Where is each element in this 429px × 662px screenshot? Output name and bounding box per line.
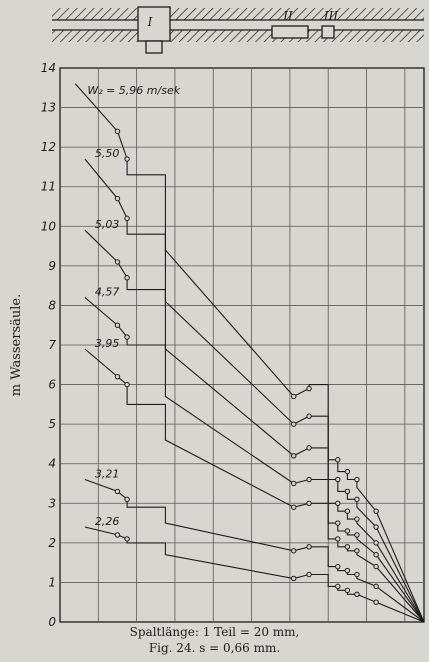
data-point xyxy=(335,583,341,590)
data-point xyxy=(306,500,312,506)
data-point xyxy=(354,496,360,503)
data-point xyxy=(373,583,379,590)
data-point xyxy=(335,563,341,570)
data-point xyxy=(291,480,297,487)
y-tick-label: 7 xyxy=(48,338,56,352)
chamber-one-neck xyxy=(145,40,163,54)
data-point xyxy=(373,524,379,530)
y-tick-label: 9 xyxy=(48,259,56,273)
data-point xyxy=(344,468,351,475)
y-tick-label: 8 xyxy=(48,298,56,312)
y-tick-label: 14 xyxy=(41,61,56,75)
pipe-wall-top xyxy=(52,8,424,20)
data-point xyxy=(124,496,130,503)
data-point xyxy=(291,575,297,582)
y-tick-label: 4 xyxy=(48,457,56,471)
series-line xyxy=(84,297,425,623)
series-label: 3,21 xyxy=(95,468,120,481)
data-point xyxy=(114,322,121,328)
data-point xyxy=(291,548,297,554)
data-point xyxy=(114,128,121,135)
series-label: 2,26 xyxy=(95,515,120,528)
data-point xyxy=(335,476,341,483)
data-point xyxy=(354,476,360,483)
data-point xyxy=(373,599,379,605)
series-line xyxy=(84,526,425,623)
y-tick-label: 12 xyxy=(41,140,56,154)
data-point xyxy=(306,385,312,392)
data-point xyxy=(114,259,121,265)
data-point xyxy=(291,504,297,510)
chamber-one xyxy=(137,6,171,42)
data-point xyxy=(373,508,379,514)
data-point xyxy=(344,508,351,514)
data-point xyxy=(306,476,312,483)
chamber-three xyxy=(321,25,335,39)
series-label: 5,50 xyxy=(95,147,120,160)
caption-line-2: Fig. 24. s = 0,66 mm. xyxy=(148,641,281,655)
data-point xyxy=(373,563,379,570)
data-point xyxy=(306,544,312,550)
series-line xyxy=(84,348,425,623)
data-point xyxy=(335,500,341,506)
data-point xyxy=(124,275,130,281)
data-point xyxy=(344,544,351,550)
data-point xyxy=(124,156,130,162)
y-tick-label: 6 xyxy=(48,378,56,392)
data-point xyxy=(335,520,341,526)
data-point xyxy=(306,413,312,419)
y-axis-label: m Wassersäule. xyxy=(9,294,24,396)
data-point xyxy=(335,536,341,542)
data-point xyxy=(354,516,360,522)
y-tick-label: 11 xyxy=(41,180,56,194)
series-line xyxy=(84,229,425,623)
data-point xyxy=(344,587,351,594)
chamber-label-2: II xyxy=(282,9,293,23)
chamber-label-1: I xyxy=(147,15,153,29)
y-tick-label: 3 xyxy=(48,496,56,510)
data-point xyxy=(124,215,130,222)
chamber-two xyxy=(271,25,309,39)
y-tick-label: 1 xyxy=(48,575,56,589)
data-point xyxy=(124,334,130,340)
data-point xyxy=(306,571,312,578)
data-point xyxy=(124,381,130,388)
data-point xyxy=(344,528,351,534)
y-tick-label: 13 xyxy=(41,101,56,115)
series-label: 5,03 xyxy=(95,218,120,231)
data-point xyxy=(291,453,297,459)
data-point xyxy=(291,393,297,400)
data-point xyxy=(114,488,121,495)
y-tick-label: 10 xyxy=(41,219,57,233)
data-point xyxy=(354,548,360,554)
series-label: W₂ = 5,96 m/sek xyxy=(87,84,180,97)
series-label: 4,57 xyxy=(95,286,120,299)
data-point xyxy=(373,540,379,546)
data-point xyxy=(124,536,130,542)
data-point xyxy=(291,421,297,427)
data-point xyxy=(354,591,360,597)
series-label: 3,95 xyxy=(95,337,120,350)
data-point xyxy=(306,445,312,451)
data-point xyxy=(344,488,351,495)
data-point xyxy=(114,532,121,538)
data-point xyxy=(354,571,360,578)
y-tick-label: 0 xyxy=(48,615,56,629)
data-point xyxy=(354,532,360,538)
y-tick-label: 5 xyxy=(48,417,56,431)
chamber-label-3: III xyxy=(323,9,338,23)
data-point xyxy=(114,195,121,202)
data-point xyxy=(373,552,379,558)
data-point xyxy=(335,457,341,463)
pipe-wall-bottom xyxy=(52,30,424,42)
data-point xyxy=(114,373,121,380)
y-tick-label: 2 xyxy=(48,536,56,550)
caption-line-1: Spaltlänge: 1 Teil = 20 mm, xyxy=(129,625,300,639)
data-point xyxy=(344,567,351,574)
